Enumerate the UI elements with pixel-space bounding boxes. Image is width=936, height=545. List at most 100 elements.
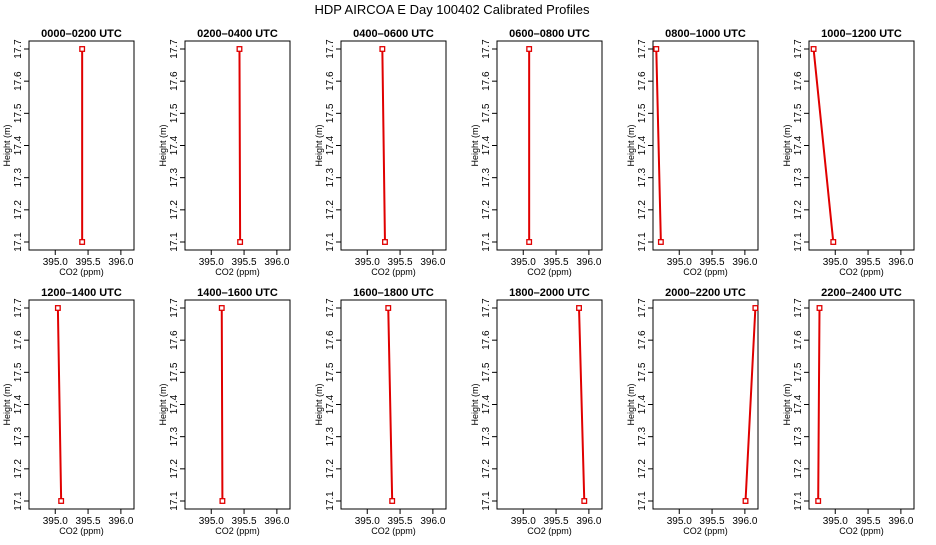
y-tick-label: 17.1 bbox=[793, 491, 804, 511]
y-tick-label: 17.4 bbox=[793, 394, 804, 414]
y-tick-label: 17.4 bbox=[481, 394, 492, 414]
y-tick-label: 17.1 bbox=[481, 491, 492, 511]
y-tick-label: 17.3 bbox=[169, 426, 180, 446]
y-tick-label: 17.7 bbox=[169, 298, 180, 318]
y-tick-label: 17.5 bbox=[481, 362, 492, 382]
x-axis-label: CO2 (ppm) bbox=[371, 267, 416, 277]
panel-title: 0400–0600 UTC bbox=[353, 28, 434, 40]
y-tick-label: 17.7 bbox=[13, 298, 24, 318]
x-tick-label: 395.5 bbox=[544, 516, 569, 527]
y-tick-label: 17.1 bbox=[793, 232, 804, 252]
x-tick-label: 396.0 bbox=[264, 516, 289, 527]
x-tick-label: 395.0 bbox=[667, 257, 692, 268]
x-axis-label: CO2 (ppm) bbox=[527, 267, 572, 277]
panel-9: 1600–1800 UTC 395.0 395.5 396.0 17.1 17.2 17.3… bbox=[314, 287, 447, 536]
y-tick-label: 17.6 bbox=[637, 71, 648, 91]
profile-point bbox=[581, 498, 588, 504]
y-axis-label: Height (m) bbox=[626, 124, 636, 166]
profile-point bbox=[379, 46, 386, 52]
panel-1: 0000–0200 UTC 395.0 395.5 396.0 17.1 17.2 17.3… bbox=[2, 28, 135, 277]
y-tick-label: 17.1 bbox=[637, 491, 648, 511]
x-tick-label: 396.0 bbox=[420, 257, 445, 268]
profile-point bbox=[815, 498, 822, 504]
y-tick-label: 17.1 bbox=[637, 232, 648, 252]
y-axis-label: Height (m) bbox=[158, 124, 168, 166]
x-axis-label: CO2 (ppm) bbox=[59, 267, 104, 277]
y-tick-label: 17.6 bbox=[793, 330, 804, 350]
profile-point bbox=[653, 46, 660, 52]
y-tick-label: 17.3 bbox=[325, 426, 336, 446]
profile-line bbox=[56, 307, 63, 502]
y-tick-label: 17.3 bbox=[481, 426, 492, 446]
y-tick-label: 17.4 bbox=[793, 135, 804, 155]
y-tick-label: 17.2 bbox=[793, 459, 804, 479]
y-tick-label: 17.1 bbox=[481, 232, 492, 252]
y-tick-label: 17.5 bbox=[325, 103, 336, 123]
x-tick-label: 395.0 bbox=[823, 516, 848, 527]
x-tick-label: 395.0 bbox=[511, 257, 536, 268]
profile-point bbox=[237, 239, 244, 245]
profile-point bbox=[657, 239, 664, 245]
x-tick-label: 395.0 bbox=[199, 257, 224, 268]
y-tick-label: 17.6 bbox=[13, 71, 24, 91]
panel-title: 2200–2400 UTC bbox=[821, 287, 902, 299]
x-tick-label: 395.0 bbox=[43, 516, 68, 527]
x-tick-label: 395.5 bbox=[388, 257, 413, 268]
y-tick-label: 17.4 bbox=[13, 394, 24, 414]
y-tick-label: 17.5 bbox=[481, 103, 492, 123]
x-tick-label: 396.0 bbox=[888, 516, 913, 527]
panel-title: 0200–0400 UTC bbox=[197, 28, 278, 40]
profile-point bbox=[54, 305, 61, 311]
profile-point bbox=[752, 305, 759, 311]
y-tick-label: 17.2 bbox=[13, 459, 24, 479]
y-tick-label: 17.6 bbox=[481, 330, 492, 350]
y-tick-label: 17.1 bbox=[13, 232, 24, 252]
y-axis-label: Height (m) bbox=[782, 124, 792, 166]
panel-title: 1200–1400 UTC bbox=[41, 287, 122, 299]
y-tick-label: 17.6 bbox=[169, 330, 180, 350]
y-tick-label: 17.4 bbox=[325, 394, 336, 414]
profile-point bbox=[79, 239, 86, 245]
x-tick-label: 395.5 bbox=[76, 516, 101, 527]
x-tick-label: 395.0 bbox=[43, 257, 68, 268]
profile-point bbox=[830, 239, 837, 245]
profile-point bbox=[816, 305, 823, 311]
x-axis-label: CO2 (ppm) bbox=[215, 267, 260, 277]
x-tick-label: 395.0 bbox=[355, 516, 380, 527]
x-axis-label: CO2 (ppm) bbox=[839, 526, 884, 536]
y-tick-label: 17.5 bbox=[793, 362, 804, 382]
y-tick-label: 17.2 bbox=[169, 459, 180, 479]
y-tick-label: 17.7 bbox=[637, 39, 648, 59]
y-tick-label: 17.4 bbox=[169, 135, 180, 155]
profile-point bbox=[236, 46, 243, 52]
x-tick-label: 396.0 bbox=[108, 516, 133, 527]
x-tick-label: 395.5 bbox=[388, 516, 413, 527]
profile-point bbox=[382, 239, 388, 245]
y-tick-label: 17.3 bbox=[637, 426, 648, 446]
panel-title: 1600–1800 UTC bbox=[353, 287, 434, 299]
x-tick-label: 395.0 bbox=[199, 516, 224, 527]
x-tick-label: 395.5 bbox=[232, 516, 257, 527]
profile-line bbox=[387, 307, 394, 502]
panel-4: 0600–0800 UTC 395.0 395.5 396.0 17.1 17.2 17.3… bbox=[470, 28, 603, 277]
y-tick-label: 17.5 bbox=[13, 103, 24, 123]
x-tick-label: 395.5 bbox=[544, 257, 569, 268]
y-tick-label: 17.5 bbox=[325, 362, 336, 382]
profile-point bbox=[79, 46, 86, 52]
profile-line bbox=[238, 48, 242, 243]
y-tick-label: 17.7 bbox=[793, 298, 804, 318]
y-tick-label: 17.4 bbox=[325, 135, 336, 155]
profile-point bbox=[810, 46, 817, 52]
y-tick-label: 17.3 bbox=[793, 167, 804, 187]
profile-point bbox=[526, 239, 533, 245]
y-tick-label: 17.5 bbox=[793, 103, 804, 123]
y-tick-label: 17.6 bbox=[481, 71, 492, 91]
x-tick-label: 395.0 bbox=[355, 257, 380, 268]
panel-title: 0800–1000 UTC bbox=[665, 28, 746, 40]
x-tick-label: 395.5 bbox=[856, 516, 881, 527]
y-axis-label: Height (m) bbox=[2, 383, 12, 425]
y-tick-label: 17.1 bbox=[325, 491, 336, 511]
y-tick-label: 17.7 bbox=[481, 298, 492, 318]
profile-line bbox=[655, 48, 662, 243]
